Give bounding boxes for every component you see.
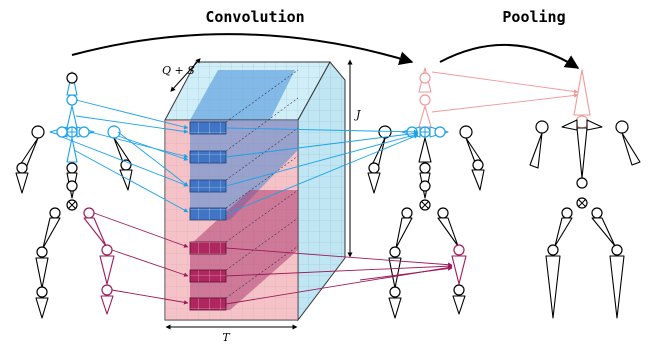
t-label: T: [222, 331, 231, 344]
blue-input-arrows: [61, 99, 189, 213]
j-label: J: [354, 108, 361, 121]
feature-tensor: [164, 61, 346, 322]
pooling-title: Pooling: [502, 8, 565, 26]
convolution-title: Convolution: [205, 8, 304, 26]
purple-output-arrows: [225, 247, 453, 305]
pooling-arrow: [439, 43, 580, 69]
tensor-blue-volume: [190, 120, 298, 220]
q-plus-s-dimension: [170, 58, 201, 92]
pooled-skeleton: [529, 69, 641, 319]
tensor-top-blue-volume: [190, 70, 295, 120]
q-plus-s-label: Q + S: [162, 64, 195, 77]
input-skeleton: [15, 71, 133, 319]
blue-output-arrows: [225, 127, 419, 215]
convolution-arrow: [71, 33, 414, 66]
pooling-arrows: [431, 71, 579, 113]
purple-input-arrows: [93, 212, 189, 305]
convolved-skeleton: [367, 67, 485, 319]
